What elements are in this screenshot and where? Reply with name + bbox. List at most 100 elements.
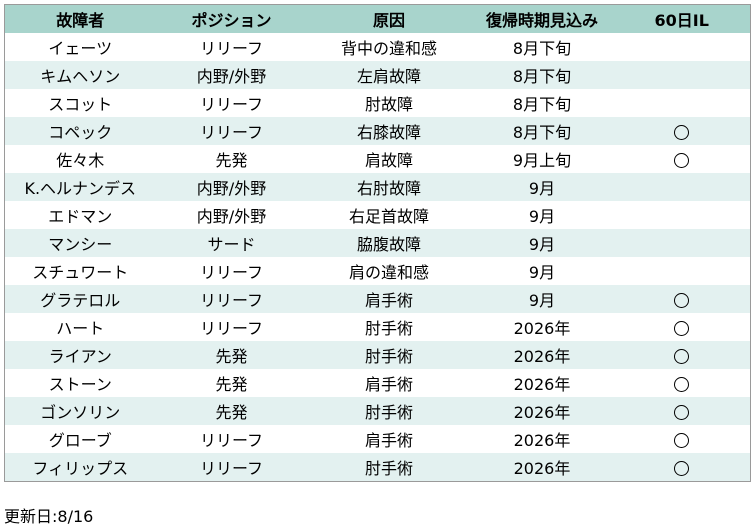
return-estimate: 9月 — [470, 229, 614, 257]
player-position: リリーフ — [155, 89, 308, 117]
player-name: イェーツ — [4, 33, 156, 61]
return-estimate: 2026年 — [470, 341, 614, 369]
player-name: グローブ — [4, 425, 156, 453]
il60-cell — [613, 33, 751, 61]
table-row: イェーツ リリーフ 背中の違和感 8月下旬 — [4, 33, 751, 61]
header-injured-player: 故障者 — [4, 4, 156, 33]
player-position: リリーフ — [155, 285, 308, 313]
injury-cause: 肩故障 — [307, 145, 471, 173]
player-position: リリーフ — [155, 313, 308, 341]
il60-cell — [613, 425, 751, 453]
circle-mark-icon — [674, 348, 690, 364]
table-row: キムヘソン 内野/外野 左肩故障 8月下旬 — [4, 61, 751, 89]
return-estimate: 9月 — [470, 257, 614, 285]
player-position: リリーフ — [155, 257, 308, 285]
player-name: スチュワート — [4, 257, 156, 285]
header-return-estimate: 復帰時期見込み — [470, 4, 614, 33]
table-row: コペック リリーフ 右膝故障 8月下旬 — [4, 117, 751, 145]
il60-cell — [613, 229, 751, 257]
player-position: 先発 — [155, 369, 308, 397]
circle-mark-icon — [674, 404, 690, 420]
return-estimate: 2026年 — [470, 313, 614, 341]
il60-cell — [613, 117, 751, 145]
circle-mark-icon — [674, 432, 690, 448]
table-row: スチュワート リリーフ 肩の違和感 9月 — [4, 257, 751, 285]
table-row: フィリップス リリーフ 肘手術 2026年 — [4, 453, 751, 482]
table-row: 佐々木 先発 肩故障 9月上旬 — [4, 145, 751, 173]
player-name: ライアン — [4, 341, 156, 369]
injury-cause: 肘手術 — [307, 313, 471, 341]
return-estimate: 2026年 — [470, 453, 614, 482]
table-row: ゴンソリン 先発 肘手術 2026年 — [4, 397, 751, 425]
return-estimate: 9月 — [470, 201, 614, 229]
injury-cause: 肘手術 — [307, 341, 471, 369]
injury-cause: 脇腹故障 — [307, 229, 471, 257]
header-60-day-il: 60日IL — [613, 4, 751, 33]
player-position: 内野/外野 — [155, 173, 308, 201]
circle-mark-icon — [674, 152, 690, 168]
player-position: リリーフ — [155, 33, 308, 61]
il60-cell — [613, 201, 751, 229]
table-row: グラテロル リリーフ 肩手術 9月 — [4, 285, 751, 313]
player-name: フィリップス — [4, 453, 156, 482]
injury-cause: 肘故障 — [307, 89, 471, 117]
player-position: 内野/外野 — [155, 61, 308, 89]
injury-cause: 肩の違和感 — [307, 257, 471, 285]
injury-cause: 肩手術 — [307, 285, 471, 313]
injury-cause: 右肘故障 — [307, 173, 471, 201]
injury-cause: 肩手術 — [307, 369, 471, 397]
il60-cell — [613, 173, 751, 201]
il60-cell — [613, 285, 751, 313]
table-row: ライアン 先発 肘手術 2026年 — [4, 341, 751, 369]
circle-mark-icon — [674, 292, 690, 308]
player-name: エドマン — [4, 201, 156, 229]
player-name: キムヘソン — [4, 61, 156, 89]
header-position: ポジション — [155, 4, 308, 33]
il60-cell — [613, 61, 751, 89]
circle-mark-icon — [674, 124, 690, 140]
injury-cause: 背中の違和感 — [307, 33, 471, 61]
il60-cell — [613, 397, 751, 425]
return-estimate: 9月 — [470, 285, 614, 313]
table-row: マンシー サード 脇腹故障 9月 — [4, 229, 751, 257]
circle-mark-icon — [674, 320, 690, 336]
player-name: マンシー — [4, 229, 156, 257]
player-name: グラテロル — [4, 285, 156, 313]
player-name: ゴンソリン — [4, 397, 156, 425]
injury-cause: 右膝故障 — [307, 117, 471, 145]
table-header-row: 故障者 ポジション 原因 復帰時期見込み 60日IL — [4, 4, 751, 33]
circle-mark-icon — [674, 460, 690, 476]
return-estimate: 8月下旬 — [470, 89, 614, 117]
return-estimate: 9月上旬 — [470, 145, 614, 173]
player-name: ストーン — [4, 369, 156, 397]
updated-date: 更新日:8/16 — [4, 507, 94, 526]
injury-cause: 右足首故障 — [307, 201, 471, 229]
return-estimate: 8月下旬 — [470, 117, 614, 145]
il60-cell — [613, 369, 751, 397]
return-estimate: 2026年 — [470, 369, 614, 397]
player-position: 先発 — [155, 397, 308, 425]
return-estimate: 2026年 — [470, 397, 614, 425]
table-row: ストーン 先発 肩手術 2026年 — [4, 369, 751, 397]
return-estimate: 8月下旬 — [470, 61, 614, 89]
injury-cause: 肘手術 — [307, 397, 471, 425]
table-row: グローブ リリーフ 肩手術 2026年 — [4, 425, 751, 453]
il60-cell — [613, 89, 751, 117]
il60-cell — [613, 313, 751, 341]
player-name: K.ヘルナンデス — [4, 173, 156, 201]
player-name: 佐々木 — [4, 145, 156, 173]
injury-cause: 左肩故障 — [307, 61, 471, 89]
player-name: コペック — [4, 117, 156, 145]
il60-cell — [613, 257, 751, 285]
return-estimate: 8月下旬 — [470, 33, 614, 61]
circle-mark-icon — [674, 376, 690, 392]
injury-cause: 肘手術 — [307, 453, 471, 482]
il60-cell — [613, 145, 751, 173]
table-row: エドマン 内野/外野 右足首故障 9月 — [4, 201, 751, 229]
player-position: サード — [155, 229, 308, 257]
player-position: リリーフ — [155, 425, 308, 453]
player-position: 内野/外野 — [155, 201, 308, 229]
il60-cell — [613, 341, 751, 369]
player-position: 先発 — [155, 341, 308, 369]
